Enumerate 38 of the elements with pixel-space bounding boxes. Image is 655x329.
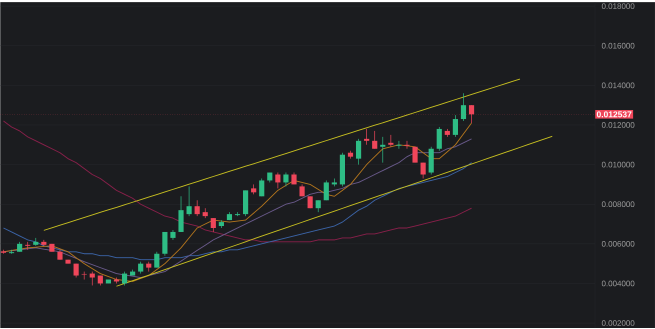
candlestick [202, 208, 208, 218]
candlestick [420, 162, 426, 179]
candlestick [146, 261, 152, 272]
candlestick [194, 200, 200, 216]
candlestick [210, 218, 216, 232]
candlestick [17, 241, 22, 252]
candlestick [372, 130, 378, 149]
candlestick [324, 180, 329, 200]
candlestick [428, 146, 434, 175]
candlestick [388, 134, 394, 148]
candlestick [90, 271, 95, 286]
candlestick [122, 271, 128, 286]
candlestick [162, 232, 168, 256]
candlestick [460, 92, 466, 122]
candlestick [138, 261, 144, 274]
candlestick [186, 186, 192, 216]
candlestick [243, 190, 248, 216]
candlestick [404, 140, 410, 149]
candlestick [380, 136, 386, 163]
candlestick [251, 184, 256, 195]
candlestick [259, 178, 264, 197]
candlestick [396, 140, 402, 149]
candlestick [452, 114, 458, 138]
candlestick [74, 263, 79, 278]
candlestick [154, 251, 160, 268]
candlestick [291, 172, 297, 185]
candlestick [170, 230, 176, 240]
candlestick [114, 277, 120, 284]
candlestick [299, 184, 305, 197]
candlestick [356, 138, 362, 165]
candlestick [8, 249, 14, 254]
candlestick [436, 126, 442, 151]
candlestick [178, 196, 184, 232]
candlestick [234, 212, 240, 216]
ref-line-label: 0.012537 [596, 111, 632, 118]
candlestick [364, 128, 370, 146]
candlestick [283, 172, 289, 187]
candlestick [275, 172, 280, 189]
